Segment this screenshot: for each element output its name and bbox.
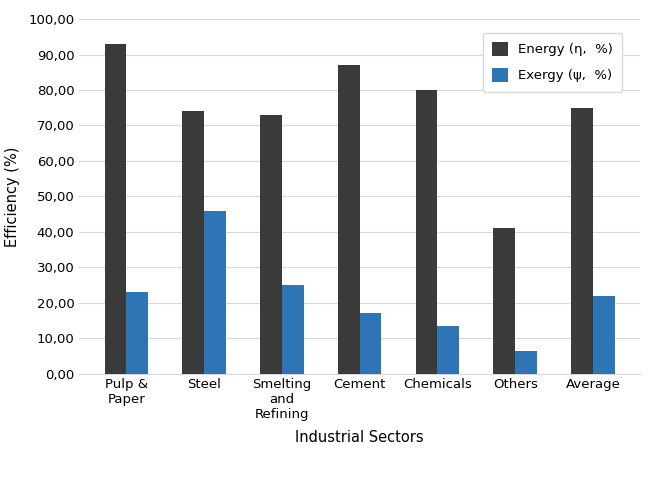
Bar — [515, 351, 537, 374]
Bar — [204, 211, 226, 374]
Bar — [593, 296, 614, 374]
Bar — [182, 111, 204, 374]
Bar — [360, 313, 381, 374]
Bar — [571, 108, 593, 374]
Bar — [105, 44, 127, 374]
Legend: Energy (η,  %), Exergy (ψ,  %): Energy (η, %), Exergy (ψ, %) — [482, 33, 622, 91]
Bar — [438, 326, 459, 374]
Bar — [127, 292, 148, 374]
Bar — [416, 90, 438, 374]
Bar — [260, 115, 282, 374]
Bar — [282, 285, 304, 374]
X-axis label: Industrial Sectors: Industrial Sectors — [296, 430, 424, 445]
Bar — [494, 228, 515, 374]
Bar — [338, 65, 360, 374]
Y-axis label: Efficiency (%): Efficiency (%) — [5, 146, 20, 247]
